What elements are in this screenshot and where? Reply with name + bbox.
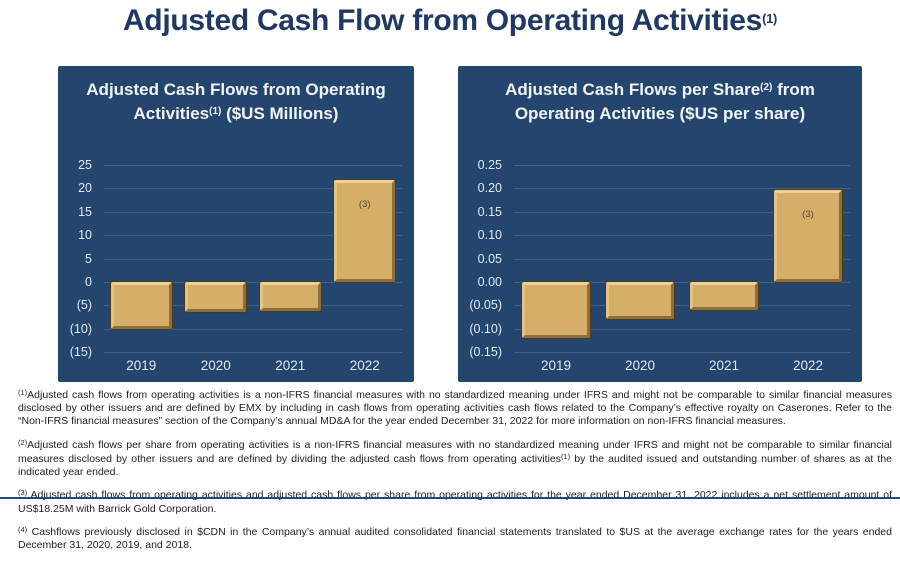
chart-title-text: Adjusted Cash Flows per Share [505,80,761,99]
footnotes: (1)Adjusted cash flows from operating ac… [18,388,892,561]
bar-2021 [259,281,321,312]
plot-area: (3) [514,165,850,353]
x-tick-label: 2022 [349,358,380,373]
gridline [514,352,850,353]
y-tick-label: 0.05 [477,251,502,266]
page-title-superscript: (1) [762,11,778,26]
y-tick-label: (5) [76,298,92,313]
x-tick-label: 2021 [275,358,306,373]
chart-title-superscript: (1) [209,106,222,118]
y-tick-label: 0 [85,274,92,289]
footnote-4: (4) Cashflows previously disclosed in $C… [18,525,892,552]
bar-2022: (3) [773,189,843,282]
bottom-rule [0,497,900,499]
x-tick-label: 2020 [624,358,656,373]
page-title-text: Adjusted Cash Flow from Operating Activi… [122,4,763,37]
gridline [104,258,402,260]
page-title: Adjusted Cash Flow from Operating Activi… [0,4,900,38]
bar-2022: (3) [334,179,396,282]
footnote-text: Adjusted cash flows from operating activ… [18,489,892,515]
gridline [104,188,402,190]
gridline [514,188,850,190]
y-tick-label: 15 [78,204,92,219]
gridline [514,211,850,213]
gridline [514,258,850,260]
x-axis: 2019 2020 2021 2022 [104,358,402,373]
chart-title: Adjusted Cash Flows per Share(2) from Op… [478,78,842,126]
chart-title-text-2: ($US Millions) [221,104,339,124]
plot-area: (3) [104,165,402,353]
gridline [514,165,850,166]
y-tick-label: 20 [78,181,92,196]
footnote-marker: (3) [18,488,28,498]
y-tick-label: 0.15 [477,204,502,219]
y-tick-label: 5 [85,251,92,266]
slide: Adjusted Cash Flow from Operating Activi… [0,4,900,551]
x-axis: 2019 2020 2021 2022 [514,358,850,373]
y-tick-label: 25 [78,158,92,172]
bar-annotation: (3) [358,198,371,210]
y-axis: 0.25 0.20 0.15 0.10 0.05 0.00 (0.05) (0.10) (0.1… [458,158,508,359]
footnote-text: Cashflows previously disclosed in $CDN i… [18,525,892,551]
y-tick-label: 0.20 [477,181,502,196]
gridline [104,328,402,330]
y-tick-label: 0.10 [477,228,502,243]
chart-panel-cash-flows-per-share: Adjusted Cash Flows per Share(2) from Op… [458,66,862,382]
bar-annotation: (3) [802,208,814,220]
gridline [104,281,402,283]
gridline [104,211,402,213]
chart-title-text-2: from Operating Activities ($US per share… [514,80,815,124]
chart-panel-cash-flows-millions: Adjusted Cash Flows from Operating Activ… [58,66,414,382]
footnote-inline-superscript: (1) [561,451,571,461]
footnote-text: Adjusted cash flows per share from opera… [18,438,892,465]
x-tick-label: 2022 [792,358,824,373]
gridline [514,281,850,283]
x-tick-label: 2019 [126,358,157,373]
y-tick-label: (0.10) [469,321,502,336]
gridline [104,165,402,166]
gridline [104,305,402,307]
bar-2021 [689,281,759,310]
chart-title: Adjusted Cash Flows from Operating Activ… [78,78,394,126]
footnote-3: (3) Adjusted cash flows from operating a… [18,488,892,515]
y-tick-label: (0.05) [469,298,502,313]
y-tick-label: 0.25 [477,158,502,172]
bar-2020 [185,281,247,313]
footnote-2: (2)Adjusted cash flows per share from op… [18,438,892,480]
y-tick-label: (15) [69,345,92,359]
gridline [104,235,402,237]
y-tick-label: 10 [78,228,92,243]
chart-title-superscript: (2) [760,82,773,93]
footnote-marker: (1) [18,388,28,397]
y-tick-label: 0.00 [477,274,502,289]
bar-2019 [110,281,172,329]
footnote-text: by the audited issued and outstanding nu… [18,452,892,479]
gridline [514,305,850,307]
chart-title-text: Adjusted Cash Flows from Operating Activ… [86,80,386,124]
x-tick-label: 2021 [708,358,740,373]
gridline [514,235,850,237]
footnote-text: Adjusted cash flows from operating activ… [18,389,892,428]
y-axis: 25 20 15 10 5 0 (5) (10) (15) [58,158,98,359]
footnote-marker: (2) [18,437,28,447]
bar-2020 [605,281,675,320]
gridline [104,352,402,353]
bar-2019 [521,281,591,338]
y-tick-label: (10) [69,321,92,336]
gridline [514,328,850,330]
x-tick-label: 2019 [540,358,572,373]
footnote-1: (1)Adjusted cash flows from operating ac… [18,388,892,429]
footnote-marker: (4) [18,524,28,534]
y-tick-label: (0.15) [469,345,502,359]
x-tick-label: 2020 [200,358,231,373]
